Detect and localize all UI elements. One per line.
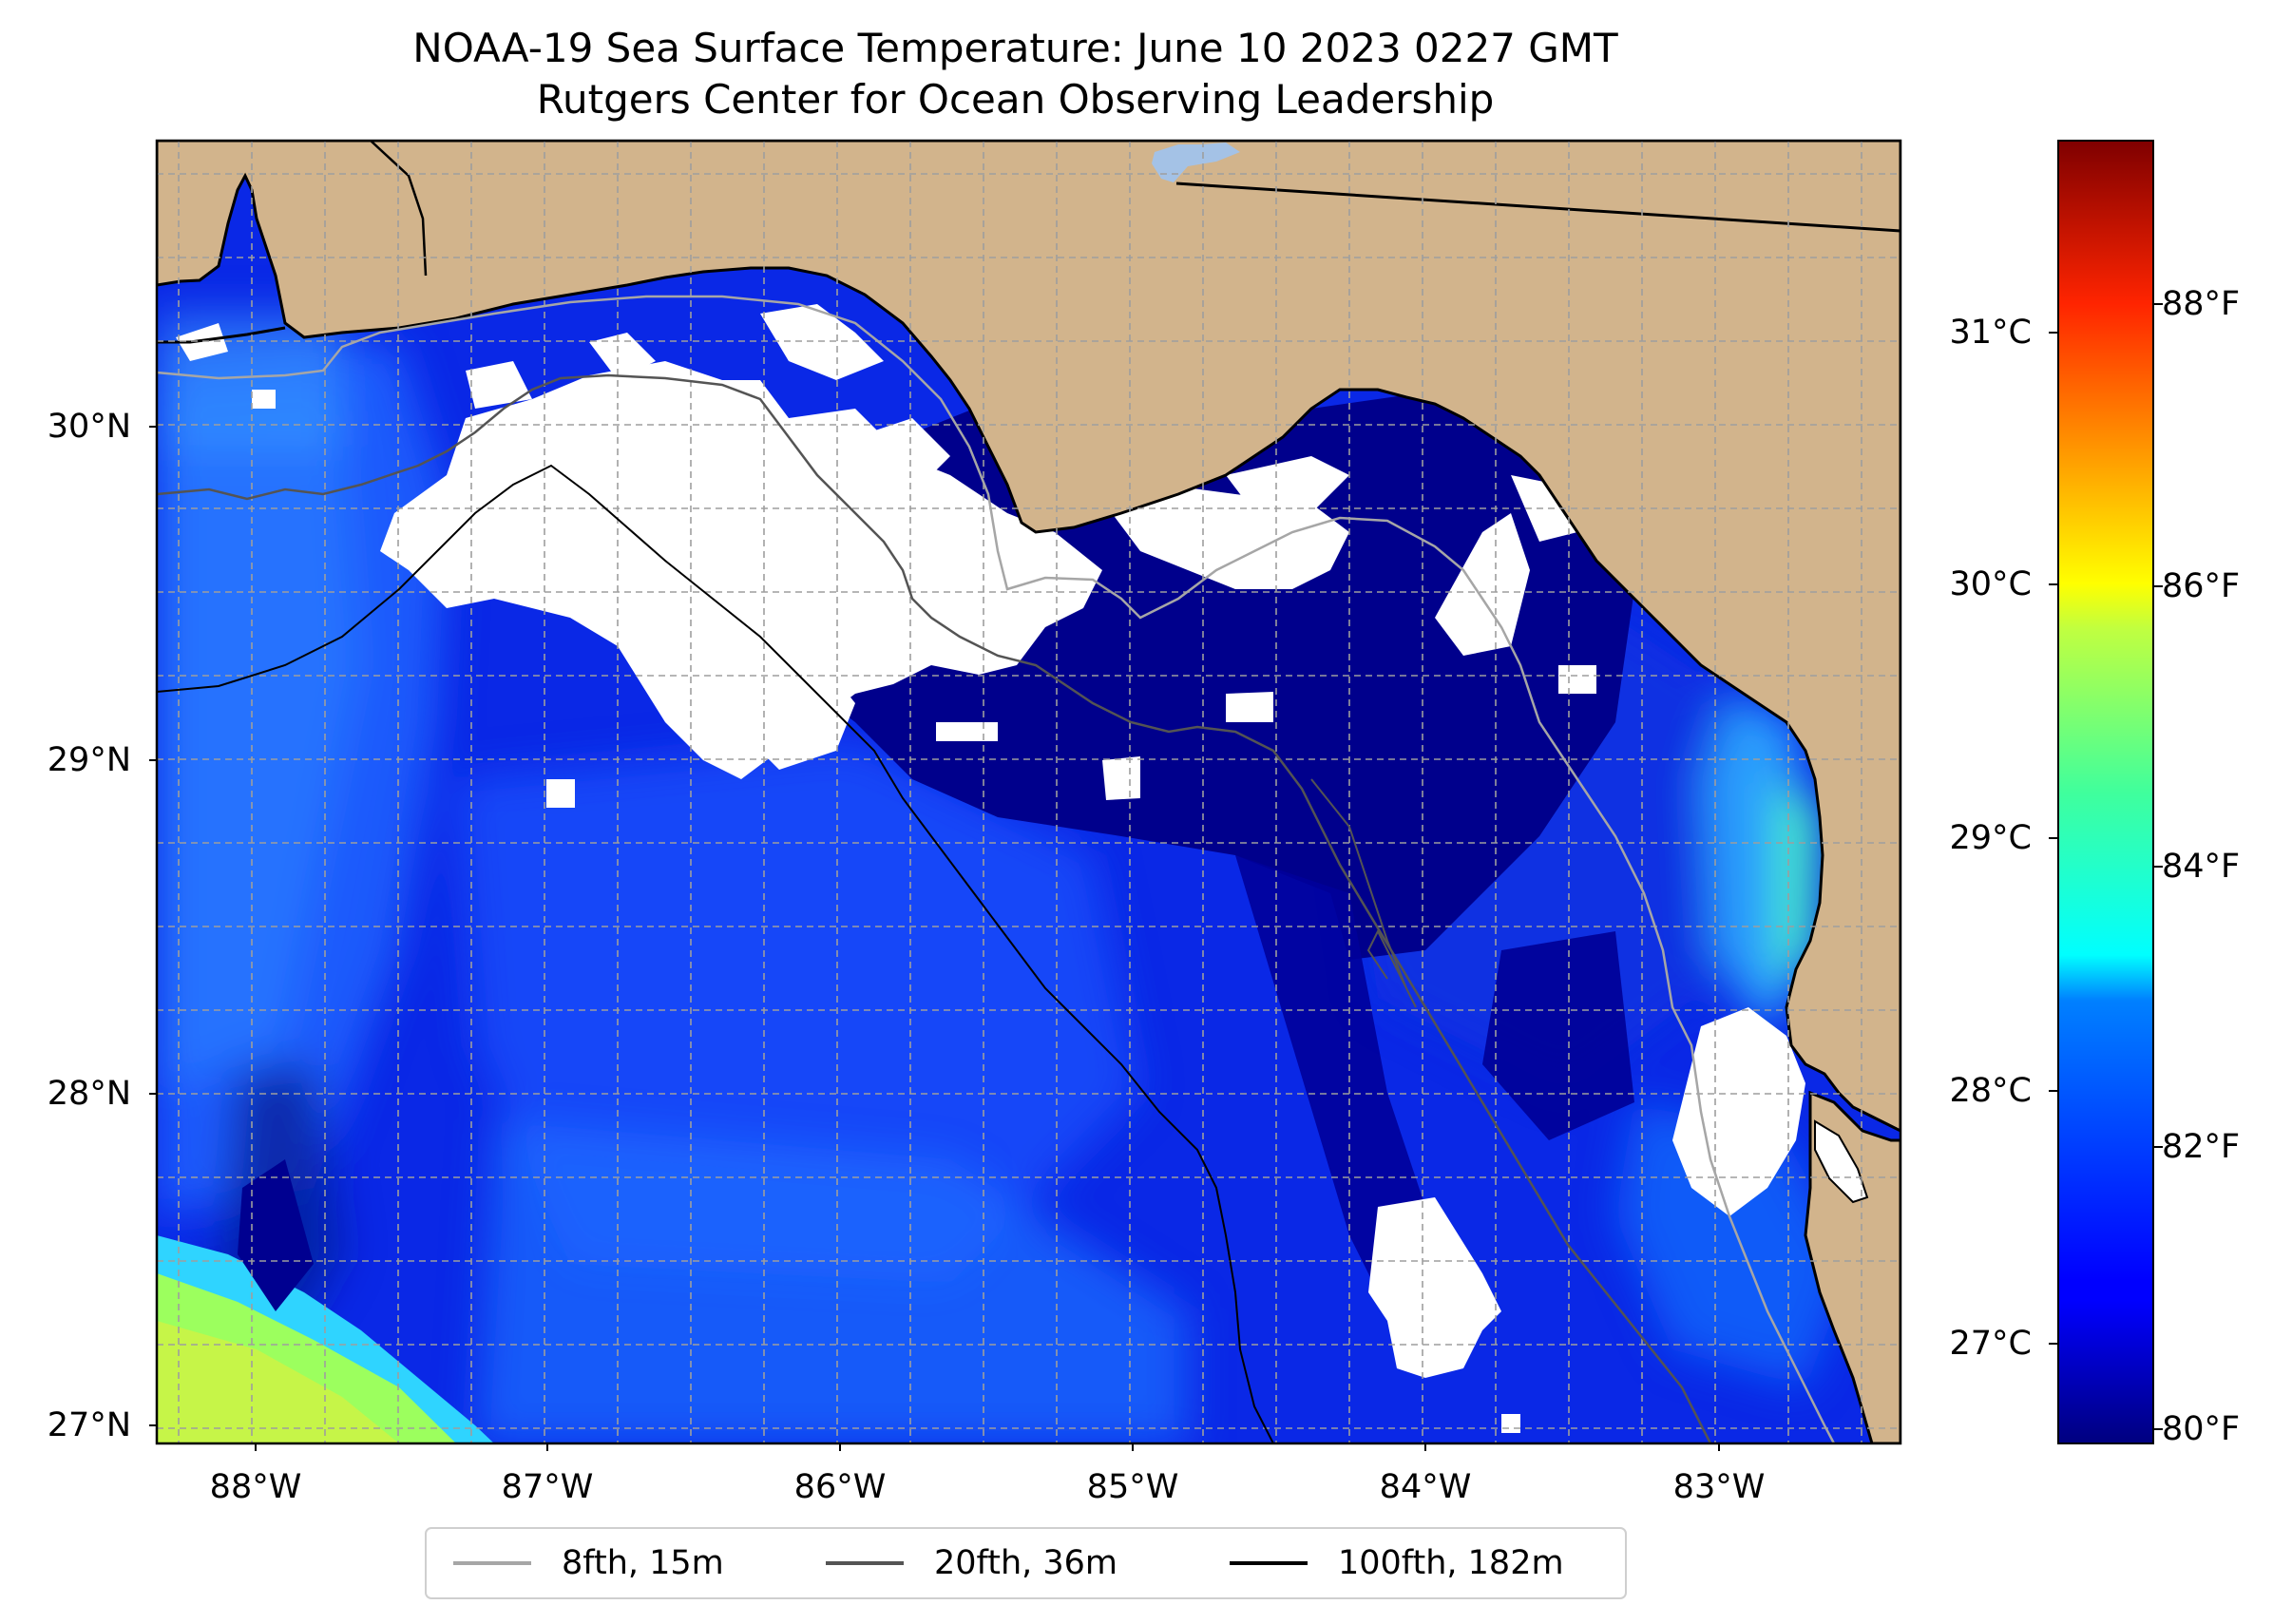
colorbar [2057, 140, 2154, 1444]
colorbar-fahrenheit-label: 82°F [2162, 1128, 2241, 1166]
lake [1152, 143, 1240, 182]
lon-tick-label: 86°W [793, 1468, 887, 1506]
state-boundary [1175, 182, 1900, 233]
map-frame [155, 139, 1902, 1445]
legend-label: 20fth, 36m [934, 1544, 1118, 1582]
lat-tick-label: 28°N [47, 1075, 131, 1113]
map-panel [157, 141, 1900, 1443]
legend-swatch-20fth [826, 1561, 904, 1565]
colorbar-ticks [2049, 303, 2163, 1430]
legend-label: 100fth, 182m [1338, 1544, 1564, 1582]
gridlines [157, 141, 1900, 1443]
chart-subtitle: Rutgers Center for Ocean Observing Leade… [536, 76, 1495, 123]
cloud-mask [176, 304, 1805, 1433]
legend-item-8fth: 8fth, 15m [453, 1529, 724, 1597]
colorbar-celsius-label: 30°C [1949, 565, 2032, 603]
lat-tick-label: 27°N [47, 1406, 131, 1444]
lat-tick-label: 29°N [47, 741, 131, 779]
colorbar-celsius-label: 27°C [1949, 1325, 2032, 1363]
lon-tick-label: 88°W [209, 1468, 302, 1506]
legend-label: 8fth, 15m [562, 1544, 724, 1582]
legend: 8fth, 15m 20fth, 36m 100fth, 182m [425, 1527, 1627, 1599]
lon-tick-label: 87°W [501, 1468, 594, 1506]
lon-tick-label: 84°W [1379, 1468, 1472, 1506]
legend-item-20fth: 20fth, 36m [826, 1529, 1117, 1597]
legend-swatch-8fth [453, 1561, 531, 1565]
sst-variations [157, 314, 1853, 1443]
colorbar-fahrenheit-label: 84°F [2162, 848, 2241, 886]
land-mass [157, 141, 1900, 1133]
axis-ticks [149, 426, 1720, 1451]
legend-item-100fth: 100fth, 182m [1230, 1529, 1564, 1597]
colorbar-celsius-label: 29°C [1949, 819, 2032, 857]
lat-tick-label: 30°N [47, 408, 131, 446]
isobath-8fth [157, 295, 1836, 1443]
chart-title: NOAA-19 Sea Surface Temperature: June 10… [412, 25, 1618, 71]
colorbar-fahrenheit-label: 80°F [2162, 1410, 2241, 1448]
lon-tick-label: 83°W [1672, 1468, 1766, 1506]
colorbar-fahrenheit-label: 88°F [2162, 285, 2241, 323]
colorbar-fahrenheit-label: 86°F [2162, 567, 2241, 605]
legend-swatch-100fth [1230, 1561, 1308, 1565]
colorbar-celsius-label: 31°C [1949, 314, 2032, 352]
isobath-20fth [157, 373, 1712, 1443]
isobath-100fth [157, 464, 1274, 1443]
colorbar-celsius-label: 28°C [1949, 1072, 2032, 1110]
lon-tick-label: 85°W [1086, 1468, 1179, 1506]
